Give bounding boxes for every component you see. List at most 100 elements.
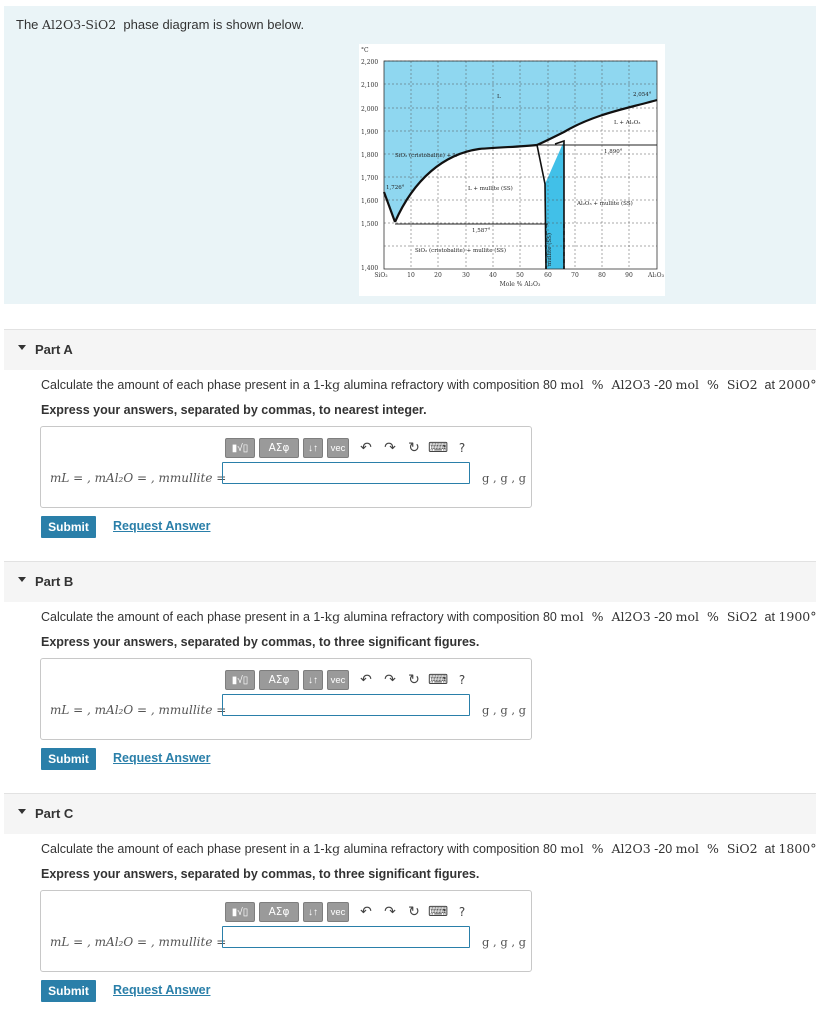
region-sio2-l-label: SiO₂ (cristobalite) + L xyxy=(395,152,457,159)
mullite-region xyxy=(545,141,564,269)
mass-unit: kg xyxy=(324,377,341,392)
subscript-button[interactable]: ↓↑ xyxy=(303,902,323,922)
keyboard-icon[interactable]: ⌨ xyxy=(427,440,449,456)
problem-intro-panel: The Al2O3-SiO2 phase diagram is shown be… xyxy=(4,6,816,304)
part-b-question: Calculate the amount of each phase prese… xyxy=(41,609,816,624)
undo-icon[interactable]: ↶ xyxy=(360,672,372,688)
part-a-question: Calculate the amount of each phase prese… xyxy=(41,377,816,392)
subscript-button[interactable]: ↓↑ xyxy=(303,438,323,458)
reset-icon[interactable]: ↻ xyxy=(408,672,420,688)
part-b-header[interactable]: Part B xyxy=(4,561,816,602)
question-sep: -20 xyxy=(650,378,676,392)
keyboard-icon[interactable]: ⌨ xyxy=(427,672,449,688)
undo-icon[interactable]: ↶ xyxy=(360,440,372,456)
templates-button[interactable]: ▮√▯ xyxy=(225,670,255,690)
y-tick: 2,200 xyxy=(361,59,378,66)
request-answer-link[interactable]: Request Answer xyxy=(113,751,211,765)
part-title: Part A xyxy=(35,342,73,357)
temperature: 1900°C xyxy=(778,609,816,624)
submit-button[interactable]: Submit xyxy=(41,516,96,538)
part-a-instruction: Express your answers, separated by comma… xyxy=(41,403,427,417)
liquid-region xyxy=(384,61,657,222)
request-answer-link[interactable]: Request Answer xyxy=(113,983,211,997)
part-a-answer-box: ▮√▯ ΑΣφ ↓↑ vec ↶ ↷ ↻ ⌨ ? mL = , mAl₂O = … xyxy=(40,426,532,508)
vector-button[interactable]: vec xyxy=(327,902,349,922)
reset-icon[interactable]: ↻ xyxy=(408,904,420,920)
mass-unit: kg xyxy=(324,609,341,624)
liquidus-left xyxy=(393,143,538,223)
question-at: at xyxy=(757,378,779,392)
submit-button[interactable]: Submit xyxy=(41,748,96,770)
answer-input[interactable] xyxy=(222,462,470,484)
math-toolbar: ▮√▯ ΑΣφ ↓↑ vec ↶ ↷ ↻ ⌨ ? xyxy=(225,669,473,691)
math-toolbar: ▮√▯ ΑΣφ ↓↑ vec ↶ ↷ ↻ ⌨ ? xyxy=(225,901,473,923)
y-tick: 1,400 xyxy=(361,265,378,272)
part-c-header[interactable]: Part C xyxy=(4,793,816,834)
y-tick: 1,700 xyxy=(361,175,378,182)
answer-units: g , g , g xyxy=(482,471,527,485)
x-tick: 40 xyxy=(489,272,497,279)
part-b-instruction: Express your answers, separated by comma… xyxy=(41,635,480,649)
question-at: at xyxy=(757,842,779,856)
question-text: Calculate the amount of each phase prese… xyxy=(41,378,325,392)
temperature: 2000°C xyxy=(778,377,816,392)
x-tick: 70 xyxy=(571,272,579,279)
question-text: Calculate the amount of each phase prese… xyxy=(41,842,325,856)
help-icon[interactable]: ? xyxy=(458,673,466,687)
redo-icon[interactable]: ↷ xyxy=(384,672,396,688)
part-b-answer-box: ▮√▯ ΑΣφ ↓↑ vec ↶ ↷ ↻ ⌨ ? mL = , mAl₂O = … xyxy=(40,658,532,740)
mullite-boundary-left xyxy=(536,144,547,270)
x-tick: Al₂O₃ xyxy=(647,272,665,279)
part-a-header[interactable]: Part A xyxy=(4,329,816,370)
temp-1726-label: 1,726° xyxy=(386,185,405,191)
composition-a: mol % Al2O3 xyxy=(560,377,651,392)
x-tick: 30 xyxy=(462,272,470,279)
caret-down-icon xyxy=(18,345,26,350)
templates-button[interactable]: ▮√▯ xyxy=(225,902,255,922)
plot-frame xyxy=(383,60,658,270)
liquidus-sio2 xyxy=(382,191,397,223)
submit-button[interactable]: Submit xyxy=(41,980,96,1002)
templates-button[interactable]: ▮√▯ xyxy=(225,438,255,458)
composition-a: mol % Al2O3 xyxy=(560,841,651,856)
math-toolbar: ▮√▯ ΑΣφ ↓↑ vec ↶ ↷ ↻ ⌨ ? xyxy=(225,437,473,459)
answer-units: g , g , g xyxy=(482,703,527,717)
undo-icon[interactable]: ↶ xyxy=(360,904,372,920)
phase-diagram: °C 2,200 2,100 2,000 1,900 1,800 1,700 1… xyxy=(359,44,665,296)
intro-prefix: The xyxy=(16,17,43,32)
question-sep: -20 xyxy=(650,610,676,624)
temp-1587-label: 1,587° xyxy=(472,228,491,234)
x-tick: 10 xyxy=(407,272,415,279)
answer-input[interactable] xyxy=(222,694,470,716)
x-tick: 60 xyxy=(544,272,552,279)
help-icon[interactable]: ? xyxy=(458,905,466,919)
region-mullite-label: mullite (SS) xyxy=(546,233,553,266)
composition-b: mol % SiO2 xyxy=(675,609,758,624)
vector-button[interactable]: vec xyxy=(327,438,349,458)
answer-input[interactable] xyxy=(222,926,470,948)
keyboard-icon[interactable]: ⌨ xyxy=(427,904,449,920)
part-c-instruction: Express your answers, separated by comma… xyxy=(41,867,480,881)
greek-symbols-button[interactable]: ΑΣφ xyxy=(259,902,299,922)
redo-icon[interactable]: ↷ xyxy=(384,904,396,920)
greek-symbols-button[interactable]: ΑΣφ xyxy=(259,438,299,458)
intro-formula: Al2O3-SiO2 xyxy=(42,17,117,32)
part-c-answer-box: ▮√▯ ΑΣφ ↓↑ vec ↶ ↷ ↻ ⌨ ? mL = , mAl₂O = … xyxy=(40,890,532,972)
x-tick: 90 xyxy=(625,272,633,279)
temp-1890-label: 1,890° xyxy=(604,149,623,155)
liquidus-right xyxy=(536,98,658,147)
help-icon[interactable]: ? xyxy=(458,441,466,455)
composition-b: mol % SiO2 xyxy=(675,841,758,856)
greek-symbols-button[interactable]: ΑΣφ xyxy=(259,670,299,690)
answer-variables-label: mL = , mAl₂O = , mmullite = xyxy=(50,471,227,485)
x-axis-label: Mole % Al₂O₃ xyxy=(500,281,541,288)
part-title: Part B xyxy=(35,574,74,589)
request-answer-link[interactable]: Request Answer xyxy=(113,519,211,533)
question-text: alumina refractory with composition 80 xyxy=(340,378,561,392)
reset-icon[interactable]: ↻ xyxy=(408,440,420,456)
redo-icon[interactable]: ↷ xyxy=(384,440,396,456)
subscript-button[interactable]: ↓↑ xyxy=(303,670,323,690)
temp-2054-label: 2,054° xyxy=(633,92,652,98)
composition-a: mol % Al2O3 xyxy=(560,609,651,624)
vector-button[interactable]: vec xyxy=(327,670,349,690)
